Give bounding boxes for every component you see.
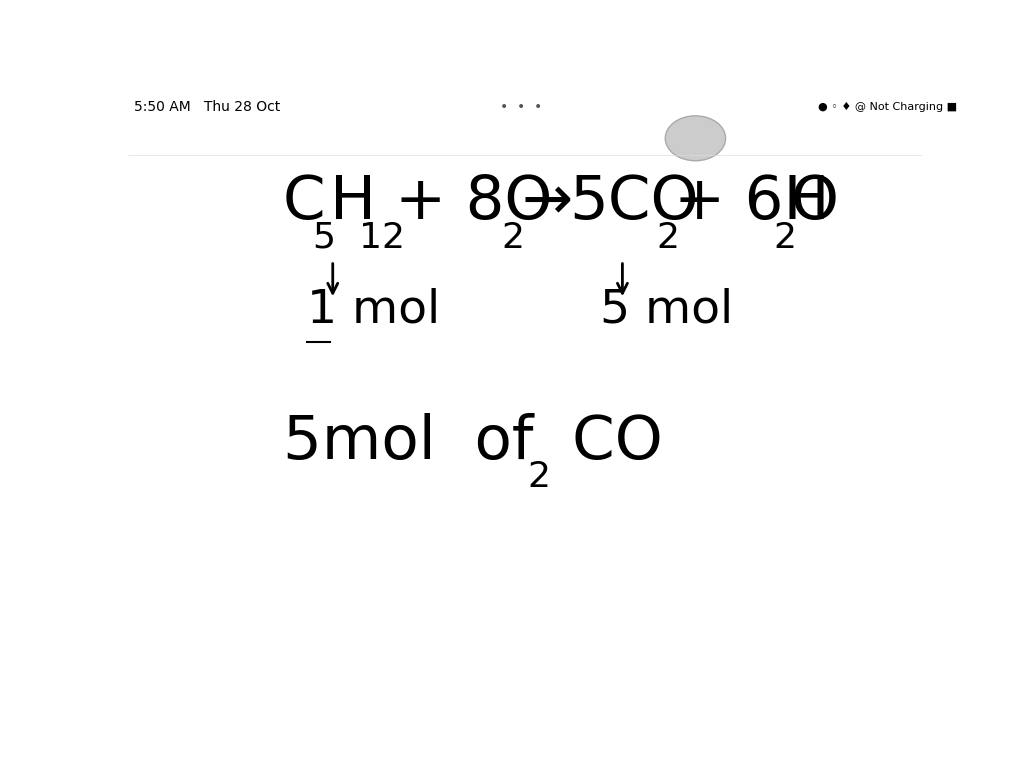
- Text: 2: 2: [773, 220, 797, 255]
- Text: 1 mol: 1 mol: [306, 288, 439, 333]
- Text: 5CO: 5CO: [569, 174, 698, 232]
- Bar: [128, 92, 922, 119]
- Text: 5mol  of  CO: 5mol of CO: [283, 413, 663, 472]
- Text: C: C: [283, 174, 326, 232]
- Text: 2: 2: [502, 220, 524, 255]
- Text: 5 mol: 5 mol: [600, 288, 733, 333]
- Text: ● ◦ ♦ @ Not Charging ■: ● ◦ ♦ @ Not Charging ■: [818, 102, 957, 112]
- Text: 5: 5: [312, 220, 335, 255]
- Bar: [128, 119, 922, 155]
- Text: + 6H: + 6H: [674, 174, 829, 232]
- Text: •  •  •: • • •: [500, 100, 542, 114]
- Text: →: →: [521, 174, 572, 232]
- Text: H: H: [330, 174, 376, 232]
- Text: 12: 12: [359, 220, 404, 255]
- Text: 2: 2: [656, 220, 680, 255]
- Text: O: O: [791, 174, 839, 232]
- Text: 5:50 AM   Thu 28 Oct: 5:50 AM Thu 28 Oct: [134, 100, 281, 114]
- Text: + 8O: + 8O: [394, 174, 552, 232]
- Text: 2: 2: [527, 460, 550, 494]
- Circle shape: [666, 116, 726, 161]
